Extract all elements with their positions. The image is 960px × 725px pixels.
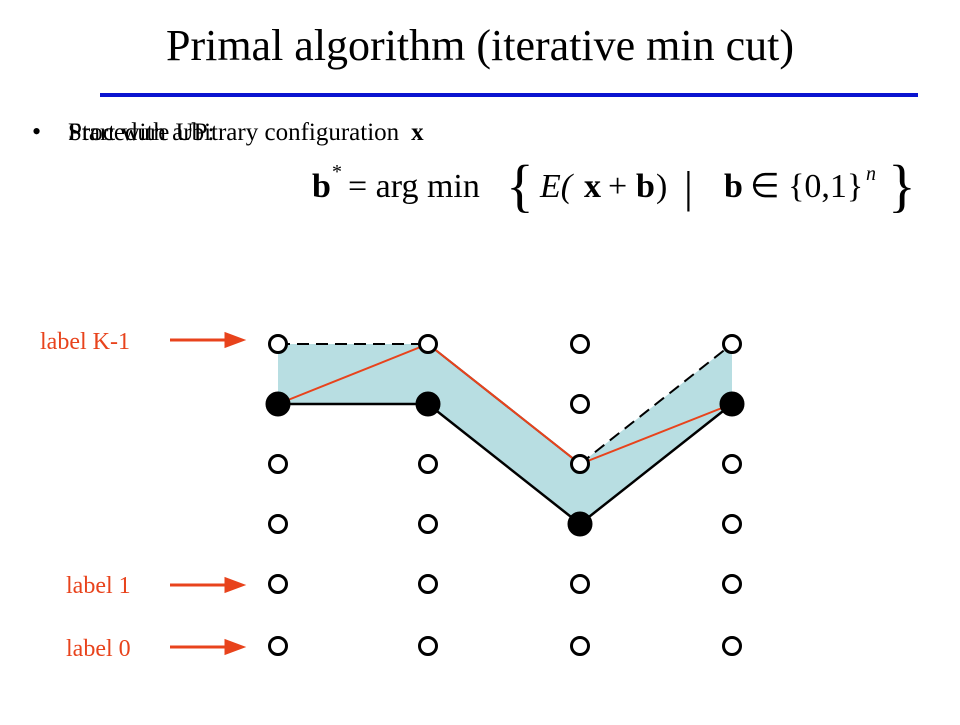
formula-part: b	[636, 168, 655, 205]
formula-part: b	[312, 168, 331, 205]
node	[722, 636, 742, 656]
node	[418, 334, 438, 354]
formula-part: )	[656, 168, 667, 205]
formula-part: b	[724, 168, 743, 205]
node	[268, 454, 288, 474]
bullet-dot: •	[32, 117, 41, 146]
dashed-edge	[579, 343, 733, 465]
node	[268, 636, 288, 656]
bullet-1: Start with arbitrary configuration	[68, 119, 400, 146]
formula-part: {	[506, 153, 534, 218]
node	[418, 454, 438, 474]
node	[418, 514, 438, 534]
node	[570, 454, 590, 474]
formula-part: }	[888, 153, 916, 218]
node-filled	[567, 511, 593, 537]
arrow-head	[224, 638, 247, 656]
label: label 1	[66, 573, 131, 599]
formula-part: x	[584, 168, 601, 205]
node	[722, 454, 742, 474]
title: Primal algorithm (iterative min cut)	[166, 21, 794, 70]
bullet-2: Procedure UP:	[68, 119, 215, 146]
label: label 0	[66, 636, 131, 662]
arrow-head	[224, 576, 247, 594]
formula-part: *	[332, 161, 342, 183]
node	[570, 334, 590, 354]
node	[268, 334, 288, 354]
formula-part: E(	[539, 168, 575, 205]
node	[570, 574, 590, 594]
node	[570, 636, 590, 656]
node-filled	[415, 391, 441, 417]
node	[268, 574, 288, 594]
node	[418, 636, 438, 656]
node	[570, 394, 590, 414]
node	[418, 574, 438, 594]
node-grid	[265, 334, 745, 656]
formula-part: +	[608, 168, 627, 205]
node-filled	[265, 391, 291, 417]
current-path	[278, 402, 733, 526]
formula-part: n	[866, 163, 876, 185]
node	[722, 334, 742, 354]
node	[268, 514, 288, 534]
bullet-text: Start with arbitrary configuration x	[68, 119, 424, 146]
formula-part: = arg min	[348, 168, 480, 205]
shaded-region	[278, 344, 732, 524]
node	[722, 574, 742, 594]
node-filled	[719, 391, 745, 417]
new-path	[277, 342, 733, 466]
arrow-head	[224, 331, 247, 349]
formula-part: ∈ {0,1}	[750, 168, 863, 205]
formula-part: |	[684, 163, 693, 212]
node	[722, 514, 742, 534]
label: label K-1	[40, 329, 130, 355]
formula: b * = arg min { E( x + b ) | b ∈ {0,1} n…	[312, 153, 916, 218]
bullet-1-symbol: x	[411, 119, 424, 146]
